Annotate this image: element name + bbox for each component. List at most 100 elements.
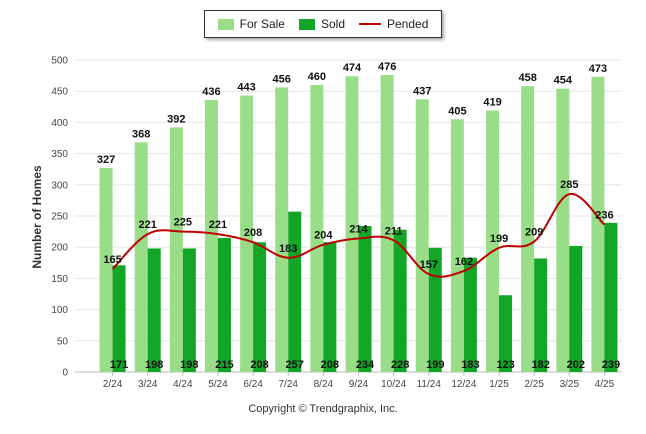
sold-data-label: 215	[215, 359, 233, 371]
data-labels: 327 171 368 198 392 198 436 215 443 208 456 257 460 2…	[97, 61, 620, 371]
pended-data-label: 221	[139, 219, 157, 231]
for-sale-bar	[556, 88, 570, 372]
sold-bar	[288, 211, 302, 372]
sold-bar	[147, 248, 161, 372]
x-tick-label: 12/24	[451, 379, 476, 390]
x-tick-label: 4/25	[595, 379, 615, 390]
x-tick-label: 2/25	[524, 379, 544, 390]
sold-bar	[569, 245, 583, 372]
pended-data-label: 225	[174, 217, 192, 229]
x-axis-ticks: 2/24 3/24 4/24 5/24 6/24 7/24 8/24 9/24 10/24 11/…	[103, 372, 615, 390]
for-sale-data-label: 458	[518, 72, 536, 84]
pended-data-label: 214	[349, 223, 368, 235]
sold-bar	[604, 222, 618, 372]
x-tick-label: 7/24	[278, 379, 298, 390]
for-sale-data-label: 473	[589, 63, 607, 75]
pended-data-label: 183	[279, 243, 297, 255]
legend-label-for-sale: For Sale	[239, 17, 285, 31]
bars	[99, 74, 618, 373]
for-sale-data-label: 460	[308, 71, 326, 83]
sold-bar	[428, 247, 442, 372]
for-sale-data-label: 437	[413, 85, 431, 97]
sold-bar	[182, 248, 196, 372]
x-tick-label: 6/24	[243, 379, 263, 390]
sold-data-label: 182	[531, 359, 549, 371]
sold-bar	[217, 237, 231, 372]
sold-bar	[253, 242, 267, 372]
sold-data-label: 123	[496, 359, 514, 371]
pended-data-label: 209	[525, 227, 543, 239]
sold-bar	[112, 265, 126, 372]
sold-data-label: 198	[180, 359, 198, 371]
sold-data-label: 239	[602, 359, 620, 371]
for-sale-data-label: 443	[237, 82, 255, 94]
sold-bar	[463, 257, 477, 372]
x-tick-label: 1/25	[489, 379, 509, 390]
legend-item-pended[interactable]: Pended	[359, 17, 428, 31]
y-tick-label: 50	[57, 336, 69, 347]
y-tick-label: 250	[51, 212, 68, 223]
x-tick-label: 5/24	[208, 379, 228, 390]
for-sale-bar	[415, 99, 429, 372]
for-sale-data-label: 456	[273, 73, 291, 85]
legend-item-sold[interactable]: Sold	[298, 17, 345, 31]
pended-line	[111, 193, 606, 278]
y-axis-label: Number of Homes	[30, 165, 44, 269]
y-tick-label: 450	[51, 87, 68, 98]
pended-data-label: 204	[314, 230, 333, 242]
sold-bar	[499, 295, 513, 372]
for-sale-bar	[310, 84, 324, 373]
y-tick-label: 500	[51, 56, 68, 67]
for-sale-bar	[486, 110, 500, 372]
sold-bar	[323, 242, 337, 372]
pended-data-label: 165	[103, 254, 121, 266]
x-tick-label: 3/24	[138, 379, 158, 390]
y-tick-label: 350	[51, 149, 68, 160]
legend-label-pended: Pended	[387, 17, 429, 31]
pended-line-path	[111, 193, 606, 278]
for-sale-bar	[345, 76, 359, 372]
sold-data-label: 198	[145, 359, 163, 371]
for-sale-bar	[99, 167, 113, 372]
for-sale-data-label: 368	[132, 128, 150, 140]
pended-data-label: 285	[560, 179, 578, 191]
y-axis-ticks: 0 50 100 150 200 250 300 350 400 450 500	[51, 56, 68, 379]
sold-bar	[393, 229, 407, 372]
for-sale-data-label: 392	[167, 113, 185, 125]
for-sale-bar	[240, 95, 254, 373]
sold-data-label: 234	[356, 359, 375, 371]
pended-data-label: 211	[385, 225, 403, 237]
sold-data-label: 208	[321, 359, 339, 371]
legend-label-sold: Sold	[320, 17, 345, 31]
pended-data-label: 157	[420, 259, 438, 271]
x-tick-label: 3/25	[560, 379, 580, 390]
copyright-footer: Copyright © Trendgraphix, Inc.	[248, 403, 398, 415]
sold-bar	[358, 225, 372, 372]
y-tick-label: 0	[62, 368, 68, 379]
for-sale-data-label: 405	[448, 105, 466, 117]
y-tick-label: 200	[51, 243, 68, 254]
sold-data-label: 228	[391, 359, 409, 371]
y-tick-label: 300	[51, 180, 68, 191]
x-tick-label: 4/24	[173, 379, 193, 390]
for-sale-swatch	[217, 18, 234, 30]
for-sale-bar	[521, 86, 535, 372]
pended-data-label: 221	[209, 219, 227, 231]
sold-data-label: 202	[567, 359, 585, 371]
pended-data-label: 162	[455, 256, 473, 268]
x-tick-label: 2/24	[103, 379, 123, 390]
x-tick-label: 10/24	[381, 379, 406, 390]
sold-bar	[534, 258, 548, 372]
for-sale-bar	[134, 142, 148, 372]
pended-swatch	[359, 23, 381, 25]
for-sale-bar	[450, 119, 464, 372]
legend-item-for-sale[interactable]: For Sale	[217, 17, 285, 31]
sold-swatch	[298, 18, 315, 30]
legend: For Sale Sold Pended	[204, 10, 442, 38]
x-tick-label: 11/24	[417, 379, 442, 390]
y-tick-label: 400	[51, 118, 68, 129]
for-sale-data-label: 436	[202, 86, 220, 98]
y-tick-label: 150	[51, 274, 68, 285]
sold-data-label: 171	[110, 359, 128, 371]
for-sale-bar	[204, 99, 218, 372]
